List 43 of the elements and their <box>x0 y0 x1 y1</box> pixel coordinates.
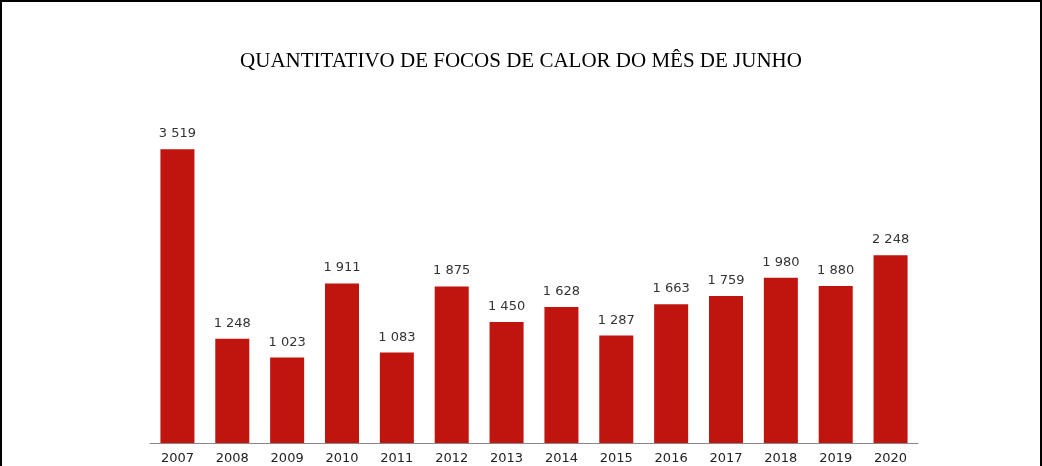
x-tick-label: 2020 <box>874 450 908 465</box>
x-tick-label: 2013 <box>490 450 524 465</box>
bar <box>160 149 195 443</box>
bar <box>708 296 744 443</box>
data-label: 3 519 <box>158 125 197 141</box>
x-tick-label: 2011 <box>380 450 414 465</box>
bar <box>763 277 798 443</box>
x-tick-label: 2019 <box>819 450 853 465</box>
data-label: 1 880 <box>817 262 855 278</box>
data-label: 1 450 <box>487 297 526 313</box>
x-tick-label: 2008 <box>215 450 249 465</box>
x-tick-label: 2010 <box>325 450 359 465</box>
x-tick-label: 2007 <box>160 450 194 465</box>
bar <box>270 357 305 443</box>
bar <box>544 307 579 443</box>
data-label: 1 759 <box>707 272 745 288</box>
data-label: 1 628 <box>542 283 581 299</box>
bar <box>434 286 469 443</box>
x-tick-label: 2009 <box>270 450 304 465</box>
x-tick-label: 2016 <box>654 450 688 465</box>
x-tick-label: 2012 <box>435 450 469 465</box>
data-label: 1 980 <box>762 253 800 269</box>
bar <box>654 304 689 443</box>
data-label: 1 083 <box>378 328 416 344</box>
x-tick-label: 2017 <box>709 450 743 465</box>
x-tick-label: 2015 <box>599 450 633 465</box>
chart-title: QUANTITATIVO DE FOCOS DE CALOR DO MÊS DE JUNHO <box>240 47 802 72</box>
data-label: 1 663 <box>652 280 690 296</box>
data-label: 2 248 <box>871 231 910 247</box>
bar <box>818 286 853 443</box>
x-tick-label: 2018 <box>764 450 798 465</box>
bar <box>379 352 414 443</box>
bar <box>215 338 250 443</box>
bar <box>324 283 360 443</box>
data-label: 1 023 <box>268 333 306 349</box>
data-label: 1 875 <box>433 262 471 278</box>
data-label: 1 248 <box>213 314 251 330</box>
bar <box>599 335 634 443</box>
data-label: 1 911 <box>323 259 361 275</box>
bar <box>489 321 524 443</box>
data-label: 1 287 <box>597 311 635 327</box>
bar <box>873 255 908 443</box>
x-tick-label: 2014 <box>544 450 578 465</box>
